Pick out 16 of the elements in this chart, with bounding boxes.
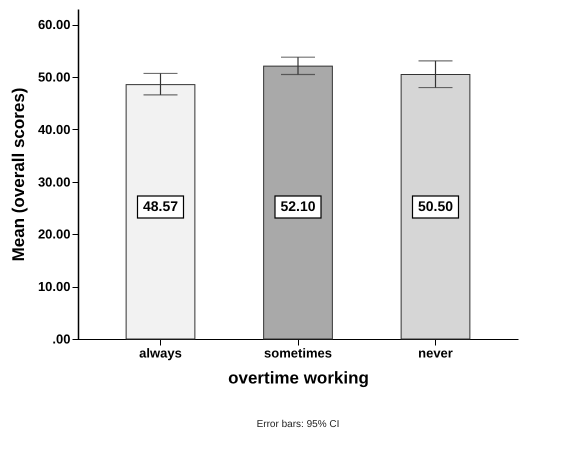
data-label: 50.50 [418,198,454,214]
x-tick-label: never [418,346,453,360]
y-tick-label: 10.00 [38,279,70,294]
y-tick-label: 30.00 [38,174,70,190]
y-tick-label: 40.00 [38,122,70,137]
y-tick-label: 60.00 [38,17,70,32]
data-label: 52.10 [280,198,316,214]
y-axis-title: Mean (overall scores) [8,88,28,262]
x-axis-title: overtime working [228,368,369,388]
y-tick-label: .00 [52,332,70,346]
data-label: 48.57 [142,198,178,214]
y-tick-label: 50.00 [38,70,70,85]
x-tick-label: sometimes [264,346,332,360]
x-tick-label: always [139,346,182,360]
text: Error bars: 95% CI [256,419,340,430]
y-tick-label: 20.00 [38,226,70,242]
